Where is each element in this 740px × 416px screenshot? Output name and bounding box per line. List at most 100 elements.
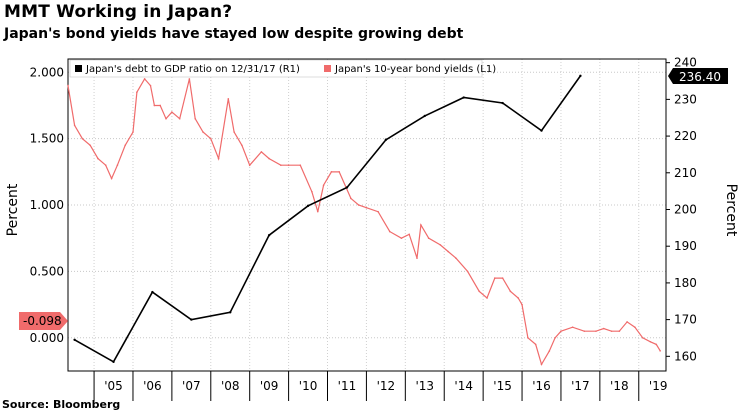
yield-point bbox=[540, 363, 543, 366]
legend-label-debt: Japan's debt to GDP ratio on 12/31/17 (R… bbox=[85, 64, 300, 75]
debt-point bbox=[501, 101, 504, 105]
x-tick-label: '14 bbox=[454, 379, 473, 393]
y-right-tick-label: 210 bbox=[674, 166, 697, 180]
x-tick-label: '06 bbox=[143, 379, 162, 393]
y-left-tick-label: 0.500 bbox=[30, 264, 64, 278]
yield-point bbox=[400, 237, 403, 240]
debt-point bbox=[190, 318, 193, 321]
x-tick-label: '16 bbox=[532, 379, 551, 393]
yield-point bbox=[610, 330, 613, 332]
y-right-tick-label: 190 bbox=[674, 239, 697, 253]
y-left-tick-label: 2.000 bbox=[30, 65, 64, 79]
grid-lines bbox=[68, 59, 666, 371]
yield-point bbox=[509, 290, 512, 293]
yield-point bbox=[104, 164, 107, 167]
chart-subtitle: Japan's bond yields have stayed low desp… bbox=[4, 26, 464, 42]
yield-point bbox=[377, 210, 379, 213]
yield-point bbox=[322, 184, 325, 186]
yield-point bbox=[455, 257, 457, 259]
yield-point bbox=[388, 230, 391, 233]
yield-point bbox=[439, 244, 442, 246]
yield-point bbox=[350, 197, 352, 200]
yield-point bbox=[81, 137, 84, 140]
yield-point bbox=[416, 257, 418, 259]
yield-point bbox=[560, 330, 562, 332]
yield-point bbox=[233, 131, 235, 133]
legend-swatch-yield bbox=[324, 65, 331, 72]
y-right-tick-label: 180 bbox=[674, 276, 697, 290]
x-tick-label: '09 bbox=[260, 379, 279, 393]
yield-point bbox=[89, 144, 91, 147]
yield-point bbox=[260, 151, 263, 153]
yield-point bbox=[517, 297, 519, 299]
source-note: Source: Bloomberg bbox=[2, 398, 121, 411]
chart-title: MMT Working in Japan? bbox=[4, 2, 233, 22]
yield-point bbox=[217, 157, 220, 160]
last-value-yield-label: -0.098 bbox=[23, 314, 62, 328]
debt-point bbox=[462, 96, 465, 99]
x-tick-label: '05 bbox=[104, 379, 123, 393]
debt-point bbox=[384, 138, 388, 141]
y-right-tick-label: 220 bbox=[674, 129, 697, 143]
yield-point bbox=[494, 277, 496, 279]
yield-point bbox=[209, 137, 212, 140]
yield-point bbox=[554, 337, 556, 339]
x-tick-label: '19 bbox=[649, 379, 668, 393]
y-left-tick-label: 1.500 bbox=[30, 132, 64, 146]
yield-point bbox=[159, 104, 162, 107]
yield-point bbox=[618, 330, 621, 332]
legend: Japan's debt to GDP ratio on 12/31/17 (R… bbox=[69, 59, 496, 78]
yield-point bbox=[365, 206, 368, 209]
last-value-debt-label: 236.40 bbox=[679, 70, 721, 84]
y-axis-right-title: Percent bbox=[723, 184, 739, 237]
x-tick-label: '10 bbox=[299, 379, 318, 393]
debt-point bbox=[151, 290, 154, 294]
debt-point bbox=[423, 114, 426, 118]
yield-point bbox=[143, 78, 146, 80]
yield-point bbox=[149, 84, 152, 87]
yield-point bbox=[655, 343, 658, 346]
yield-point bbox=[534, 343, 537, 346]
yield-point bbox=[171, 111, 173, 113]
yield-point bbox=[311, 190, 313, 193]
yield-point bbox=[595, 330, 597, 332]
debt-point bbox=[73, 338, 76, 341]
x-tick-label: '18 bbox=[610, 379, 629, 393]
yield-point bbox=[153, 104, 156, 107]
yield-point bbox=[641, 337, 644, 339]
yield-point bbox=[330, 171, 333, 173]
yield-point bbox=[408, 233, 411, 236]
yield-point bbox=[316, 210, 319, 213]
yield-point bbox=[248, 164, 251, 167]
yield-point bbox=[165, 117, 167, 120]
yield-point bbox=[338, 171, 340, 173]
y-axis-left-title: Percent bbox=[5, 183, 21, 236]
x-tick-label: '08 bbox=[221, 379, 240, 393]
yield-point bbox=[188, 78, 191, 80]
yield-point bbox=[478, 290, 481, 293]
yield-point bbox=[97, 157, 99, 160]
yield-point bbox=[116, 164, 119, 167]
yield-point bbox=[447, 250, 449, 253]
last-value-yield: -0.098 bbox=[19, 312, 68, 330]
yield-point bbox=[486, 297, 488, 299]
yield-point bbox=[521, 303, 523, 306]
yield-point bbox=[299, 164, 302, 167]
debt-point bbox=[345, 186, 349, 189]
yield-point bbox=[202, 131, 204, 133]
debt-point bbox=[112, 360, 115, 364]
last-value-debt: 236.40 bbox=[668, 68, 728, 84]
yield-point bbox=[427, 237, 430, 240]
y-left-tick-label: 1.000 bbox=[30, 198, 64, 212]
y-right-tick-label: 240 bbox=[674, 56, 697, 70]
x-axis: '05 '06 '07 '08 '09 '10 '11 '12 '13 '14 '15 '16 '17 '… bbox=[93, 371, 668, 401]
yield-point bbox=[626, 321, 628, 323]
yield-point bbox=[659, 350, 661, 352]
yield-point bbox=[194, 117, 197, 120]
yield-point bbox=[357, 204, 360, 206]
yield-point bbox=[132, 131, 134, 133]
yield-point bbox=[634, 326, 636, 328]
debt-point bbox=[267, 233, 271, 237]
yield-point bbox=[649, 340, 652, 343]
